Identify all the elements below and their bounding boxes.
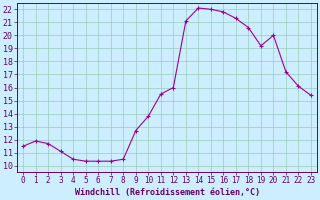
X-axis label: Windchill (Refroidissement éolien,°C): Windchill (Refroidissement éolien,°C) (75, 188, 260, 197)
